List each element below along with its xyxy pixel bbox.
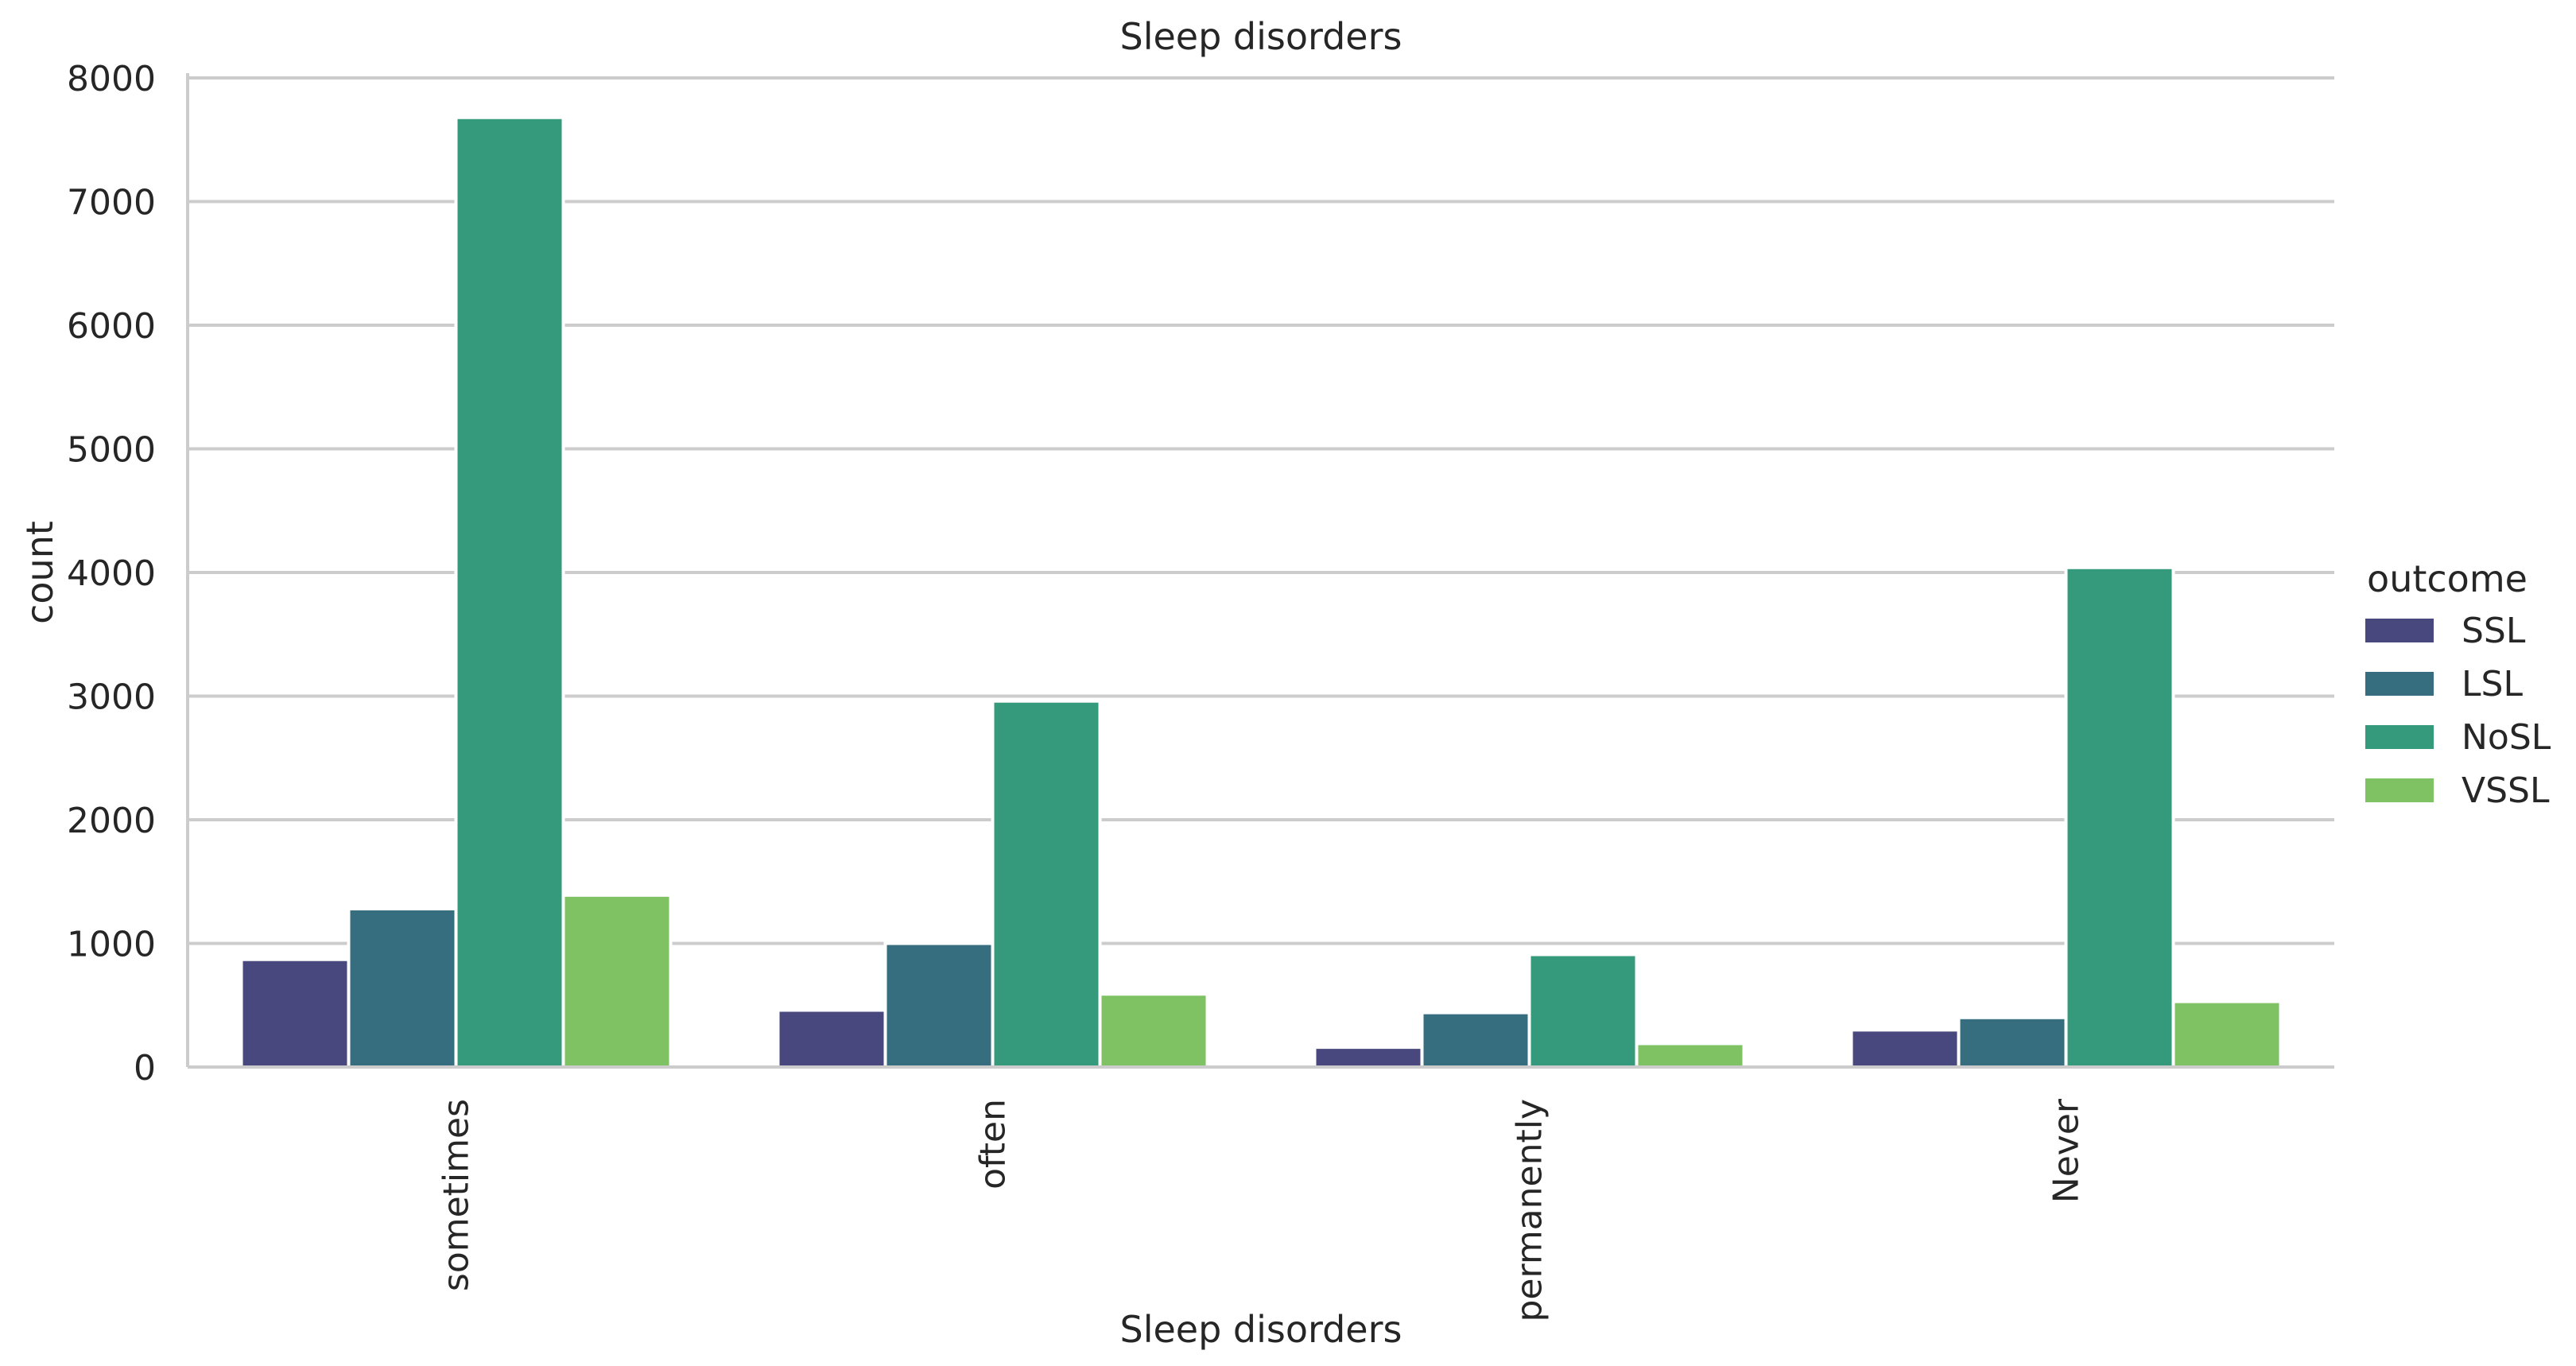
legend-label-lsl: LSL [2462,664,2523,704]
bar-lsl-permanently [1420,1011,1531,1069]
bar-vssl-often [1098,992,1209,1069]
x-tick-label: sometimes [436,1099,477,1291]
legend: outcome SSL LSL NoSL VSSL [2365,557,2551,811]
axes [186,73,2334,1069]
y-tick-label: 1000 [67,925,156,965]
bar-lsl-sometimes [347,906,458,1069]
x-tick-label: often [973,1099,1014,1189]
y-tick-label: 5000 [67,430,156,471]
legend-label-vssl: VSSL [2462,770,2550,811]
legend-swatch-lsl [2365,672,2434,696]
bar-ssl-never [1849,1028,1961,1069]
y-tick-label: 7000 [67,183,156,223]
bar-nosl-often [991,699,1102,1069]
y-tick-label: 4000 [67,553,156,594]
y-tick-label: 2000 [67,801,156,841]
legend-swatch-nosl [2365,725,2434,749]
bar-vssl-never [2171,999,2283,1069]
legend-title: outcome [2367,557,2528,600]
y-tick-label: 3000 [67,677,156,718]
bar-nosl-sometimes [454,115,565,1069]
bar-nosl-never [2064,565,2175,1069]
legend-swatch-vssl [2365,778,2434,802]
y-tick-label: 8000 [67,59,156,99]
x-tick-labels: sometimes often permanently Never [436,1098,2087,1321]
legend-label-ssl: SSL [2462,611,2526,651]
y-axis-label: count [18,521,61,624]
legend-swatch-ssl [2365,619,2434,642]
bar-lsl-often [883,941,995,1069]
bar-ssl-sometimes [239,957,351,1069]
x-tick-label: Never [2046,1098,2087,1203]
legend-label-nosl: NoSL [2462,717,2551,758]
bars [239,115,2283,1069]
y-tick-labels: 0 1000 2000 3000 4000 5000 6000 7000 8000 [67,59,156,1089]
y-tick-label: 6000 [67,306,156,347]
x-tick-label: permanently [1510,1099,1550,1322]
bar-vssl-sometimes [561,893,673,1069]
chart-title: Sleep disorders [1120,15,1402,58]
bar-vssl-permanently [1635,1042,1746,1069]
bar-nosl-permanently [1527,953,1639,1069]
bar-lsl-never [1957,1015,2068,1069]
bar-ssl-permanently [1313,1046,1424,1069]
x-axis-label: Sleep disorders [1120,1308,1402,1351]
bar-ssl-often [776,1008,887,1069]
y-tick-label: 0 [134,1048,156,1089]
